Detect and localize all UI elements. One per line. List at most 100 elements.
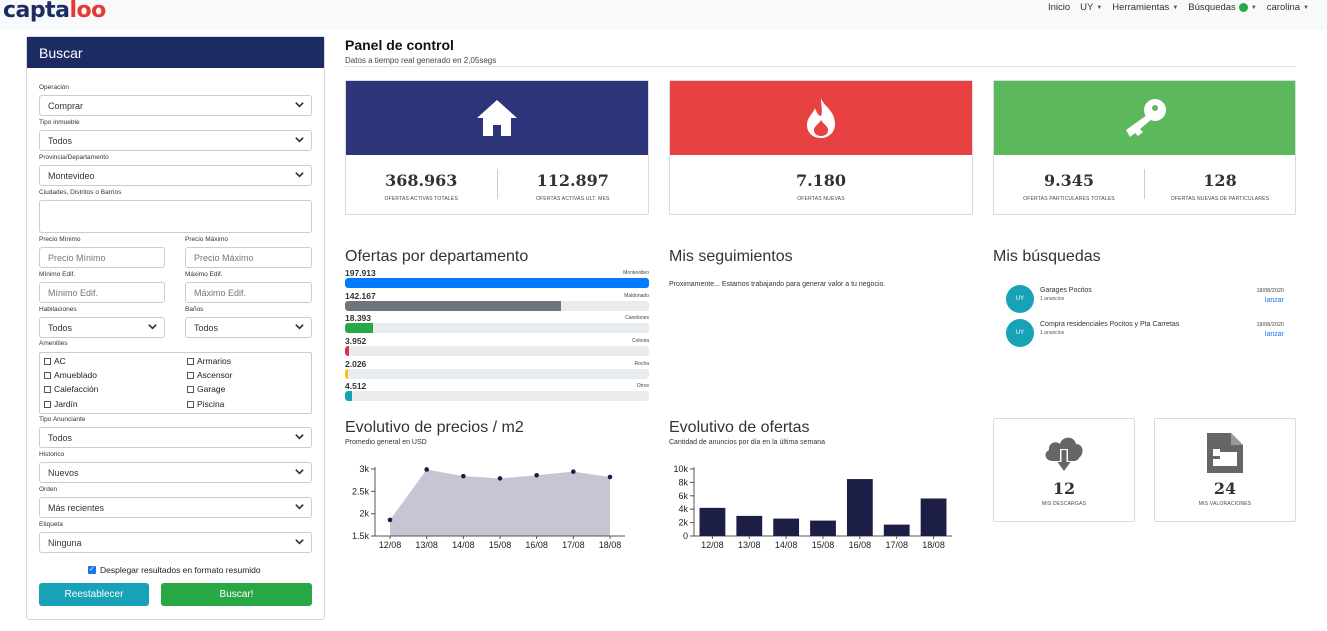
search-button[interactable]: Buscar! xyxy=(161,583,312,606)
stat-private-new: 128 OFERTAS NUEVAS DE PARTICULARES xyxy=(1144,169,1295,202)
baths-select[interactable]: Todos xyxy=(185,317,312,338)
amenity-label: Amueblado xyxy=(54,370,98,380)
x-tick-label: 14/08 xyxy=(452,540,475,550)
page-title: Panel de control xyxy=(345,37,454,53)
y-tick-label: 8k xyxy=(678,477,688,487)
valuations-caption: MIS VALORACIONES xyxy=(1198,501,1252,507)
nav-country-label: UY xyxy=(1080,2,1094,13)
checkmark-icon: ✓ xyxy=(88,566,96,574)
downloads-card[interactable]: 12 MIS DESCARGAS xyxy=(993,418,1135,522)
checkbox-icon xyxy=(187,371,194,379)
amenity-checkbox[interactable]: Garage xyxy=(187,384,225,394)
department-value: 4.512 xyxy=(345,381,367,391)
province-value: Montevideo xyxy=(48,171,95,181)
order-select[interactable]: Más recientes xyxy=(39,497,312,518)
y-tick-label: 4k xyxy=(678,504,688,514)
stat-value: 368.963 xyxy=(385,171,458,190)
launch-search-link[interactable]: lanzar xyxy=(1264,297,1284,304)
tag-select[interactable]: Ninguna xyxy=(39,532,312,553)
department-row: 2.026 Rocha xyxy=(345,359,649,381)
amenity-checkbox[interactable]: Calefacción xyxy=(44,384,98,394)
price-max-input[interactable]: Precio Máximo xyxy=(185,247,312,268)
amenity-checkbox[interactable]: Jardín xyxy=(44,399,78,409)
nav-home[interactable]: Inicio xyxy=(1048,2,1070,13)
x-tick-label: 14/08 xyxy=(775,540,798,550)
baths-label: Baños xyxy=(185,306,204,313)
operation-select[interactable]: Comprar xyxy=(39,95,312,116)
home-icon xyxy=(477,100,517,136)
mysearches-title: Mis búsquedas xyxy=(993,248,1101,265)
brand-logo[interactable]: captaloo xyxy=(3,0,106,23)
chevron-down-icon xyxy=(295,434,304,440)
advertiser-label: Tipo Anunciante xyxy=(39,416,86,423)
history-label: Historico xyxy=(39,451,65,458)
key-icon xyxy=(1125,99,1166,137)
launch-search-link[interactable]: lanzar xyxy=(1264,331,1284,338)
nav-user[interactable]: carolina ▼ xyxy=(1267,2,1309,13)
saved-search-name: Compra residenciales Pocitos y Pta Carre… xyxy=(1040,321,1180,328)
edif-max-label: Máximo Edif. xyxy=(185,271,223,278)
x-tick-label: 17/08 xyxy=(562,540,585,550)
checkbox-icon xyxy=(44,371,51,379)
x-tick-label: 16/08 xyxy=(525,540,548,550)
amenity-checkbox[interactable]: Piscina xyxy=(187,399,224,409)
history-select[interactable]: Nuevos xyxy=(39,462,312,483)
stat-caption: OFERTAS NUEVAS xyxy=(797,196,845,202)
amenity-checkbox[interactable]: AC xyxy=(44,356,66,366)
reset-button[interactable]: Reestablecer xyxy=(39,583,149,606)
price-area-chart: 1.5k 2k 2.5k 3k 12/08 13/08 14/08 15/08 16/08 17/… xyxy=(352,464,625,550)
checkbox-icon xyxy=(187,357,194,365)
property-type-select[interactable]: Todos xyxy=(39,130,312,151)
department-row: 18.393 Canelones xyxy=(345,313,649,335)
rooms-label: Habitaciones xyxy=(39,306,77,313)
y-tick-label: 2k xyxy=(678,518,688,528)
chevron-down-icon xyxy=(295,137,304,143)
edif-max-input[interactable]: Máximo Edif. xyxy=(185,282,312,303)
x-tick-label: 13/08 xyxy=(738,540,761,550)
offers-chart-subtitle: Cantidad de anuncios por día en la últim… xyxy=(669,439,826,446)
province-select[interactable]: Montevideo xyxy=(39,165,312,186)
x-tick-label: 18/08 xyxy=(922,540,945,550)
stat-value: 128 xyxy=(1203,171,1237,190)
saved-search-item: UY Garages Pocitos 1 anuncios 18/08/2020… xyxy=(1006,285,1296,315)
amenity-checkbox[interactable]: Amueblado xyxy=(44,370,97,380)
nav-searches[interactable]: Búsquedas ▼ xyxy=(1188,2,1257,13)
nav-tools-label: Herramientas xyxy=(1112,2,1170,13)
data-point xyxy=(534,472,539,478)
amenities-label: Amenities xyxy=(39,340,68,347)
amenity-label: Piscina xyxy=(197,399,225,409)
x-tick-label: 12/08 xyxy=(379,540,402,550)
advertiser-select[interactable]: Todos xyxy=(39,427,312,448)
bar xyxy=(920,498,947,536)
stat-value: 112.897 xyxy=(536,171,609,190)
stat-active-total: 368.963 OFERTAS ACTIVAS TOTALES xyxy=(346,155,497,215)
flame-icon xyxy=(807,98,835,138)
history-value: Nuevos xyxy=(48,468,79,478)
edif-min-placeholder: Mínimo Edif. xyxy=(48,288,99,298)
department-name: Maldonado xyxy=(624,293,649,299)
nav-tools[interactable]: Herramientas ▼ xyxy=(1112,2,1178,13)
checkbox-icon xyxy=(187,400,194,408)
amenity-checkbox[interactable]: Ascensor xyxy=(187,370,232,380)
department-bar-fill xyxy=(345,391,352,401)
amenities-box: AC Armarios Amueblado Ascensor Calefacci… xyxy=(39,352,312,414)
edif-min-input[interactable]: Mínimo Edif. xyxy=(39,282,165,303)
nav-country[interactable]: UY ▼ xyxy=(1080,2,1102,13)
department-value: 142.167 xyxy=(345,291,376,301)
amenity-checkbox[interactable]: Armarios xyxy=(187,356,231,366)
chevron-down-icon xyxy=(295,324,304,330)
bar xyxy=(736,515,763,536)
department-row: 142.167 Maldonado xyxy=(345,291,649,313)
checkbox-icon xyxy=(44,385,51,393)
valuations-card[interactable]: 24 MIS VALORACIONES xyxy=(1154,418,1296,522)
order-label: Orden xyxy=(39,486,58,493)
amenity-label: Calefacción xyxy=(54,384,99,394)
price-min-input[interactable]: Precio Mínimo xyxy=(39,247,165,268)
rooms-select[interactable]: Todos xyxy=(39,317,165,338)
chevron-down-icon xyxy=(295,504,304,510)
cities-input[interactable] xyxy=(39,200,312,233)
department-bar-fill xyxy=(345,278,649,288)
checkbox-icon xyxy=(187,385,194,393)
summary-format-checkbox[interactable]: ✓ Desplegar resultados en formato resumid… xyxy=(88,565,261,575)
saved-search-item: UY Compra residenciales Pocitos y Pta Ca… xyxy=(1006,319,1296,349)
